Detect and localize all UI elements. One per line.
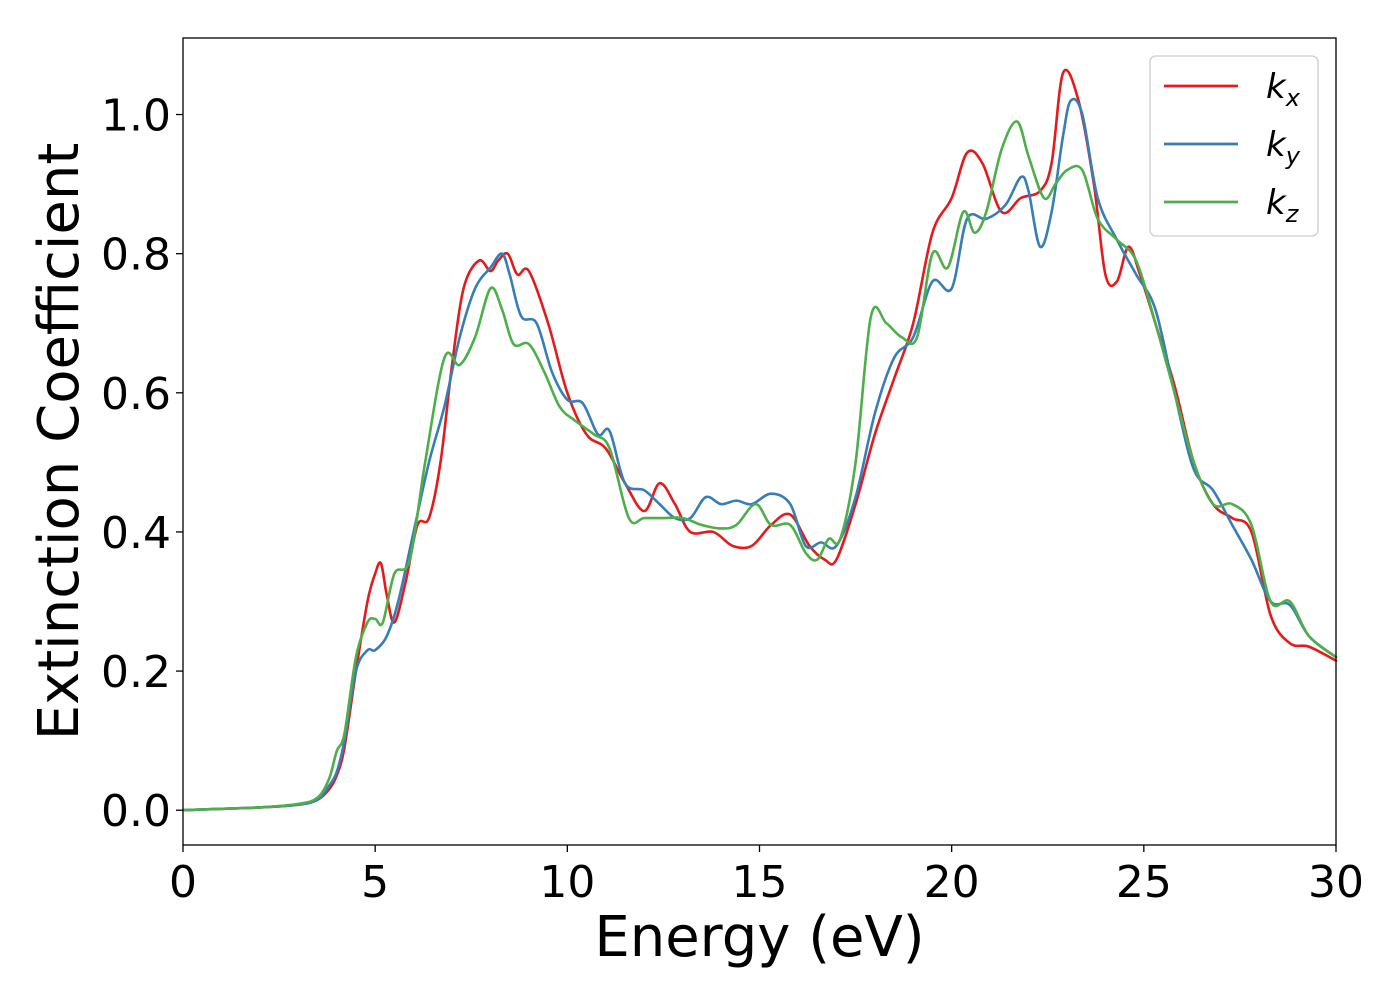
x-tick-label: 5 <box>361 857 389 908</box>
x-tick-label: 15 <box>732 857 788 908</box>
y-tick-label: 0.0 <box>101 786 171 837</box>
series-line-k-y <box>181 97 1338 812</box>
legend-label-main: k <box>1266 125 1287 165</box>
legend-label-main: k <box>1266 67 1287 107</box>
legend-label-subscript: y <box>1285 142 1301 170</box>
y-tick-label: 0.6 <box>101 369 171 420</box>
y-tick-label: 0.8 <box>101 230 171 281</box>
legend-box <box>1149 55 1319 237</box>
y-tick-label: 0.2 <box>101 647 171 698</box>
y-tick-label: 1.0 <box>101 91 171 142</box>
x-tick-label: 10 <box>539 857 595 908</box>
series-layer <box>181 68 1338 812</box>
x-tick-label: 25 <box>1116 857 1172 908</box>
legend-label-subscript: z <box>1285 200 1300 228</box>
legend-label-k-x: kx <box>1266 67 1301 112</box>
x-axis: 0 5 10 15 20 25 30 <box>169 845 1364 908</box>
x-tick-label: 30 <box>1308 857 1364 908</box>
legend-label-subscript: x <box>1285 84 1301 112</box>
legend-label-main: k <box>1266 183 1287 223</box>
x-tick-label: 0 <box>169 857 197 908</box>
series-line-k-x <box>181 68 1338 812</box>
y-axis: 0.0 0.2 0.4 0.6 0.8 1.0 <box>101 91 183 837</box>
x-tick-label: 20 <box>924 857 980 908</box>
x-axis-label: Energy (eV) <box>594 905 924 970</box>
y-axis-label: Extinction Coefficient <box>27 143 92 741</box>
series-line-k-z <box>181 120 1338 812</box>
y-tick-label: 0.4 <box>101 508 171 559</box>
legend-label-k-z: kz <box>1266 183 1300 228</box>
legend-label-k-y: ky <box>1266 125 1301 170</box>
plot-area-background <box>183 38 1336 845</box>
